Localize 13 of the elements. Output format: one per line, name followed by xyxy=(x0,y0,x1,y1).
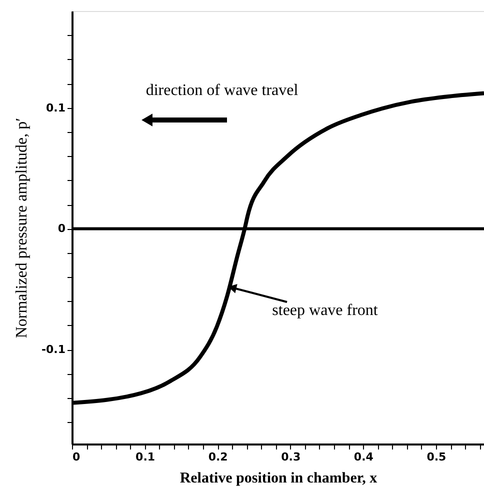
x-tick-label: 0.3 xyxy=(281,450,301,464)
x-tick-label: 0.4 xyxy=(354,450,374,464)
x-tick-label: 0.2 xyxy=(208,450,228,464)
y-axis-title: Normalized pressure amplitude, p′ xyxy=(13,118,30,338)
x-tick-label: 0.1 xyxy=(136,450,156,464)
x-axis-title: Relative position in chamber, x xyxy=(180,470,378,486)
y-tick-label: 0 xyxy=(58,222,66,236)
x-tick-label: 0 xyxy=(72,450,80,464)
annotation: direction of wave travel xyxy=(146,82,299,99)
x-tick-label: 0.5 xyxy=(426,450,446,464)
y-tick-label: -0.1 xyxy=(41,343,66,356)
annotation: steep wave front xyxy=(272,302,378,319)
y-tick-label: 0.1 xyxy=(46,101,66,114)
